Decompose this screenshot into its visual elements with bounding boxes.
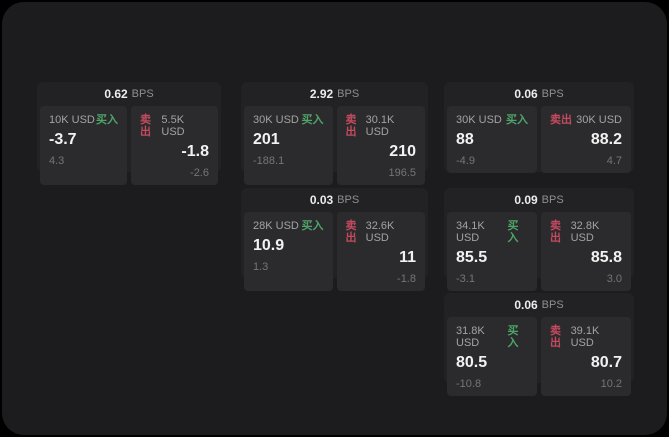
buy-label: 买入: [506, 114, 528, 126]
sell-amount: 32.6K USD: [365, 220, 395, 244]
sell-price: 85.8: [590, 249, 622, 266]
quote-panels: 34.1K USD 买入 85.5 -3.1 卖出 32.8K USD 85.8…: [444, 212, 634, 294]
buy-label: 买入: [301, 220, 324, 232]
buy-amount: 30K USD: [456, 114, 502, 126]
sell-panel[interactable]: 卖出 5.5K USD -1.8 -2.6: [131, 106, 218, 185]
buy-panel[interactable]: 31.8K USD 买入 80.5 -10.8: [447, 317, 537, 396]
buy-subvalue: 4.3: [49, 155, 65, 167]
sell-price: 88.2: [590, 131, 622, 148]
spread-header: 2.92 BPS: [241, 82, 428, 106]
spread-unit: BPS: [337, 194, 360, 206]
sell-amount: 39.1K USD: [570, 325, 600, 349]
sell-label: 卖出: [140, 114, 151, 138]
sell-price: -1.8: [181, 143, 209, 160]
buy-price: 10.9: [253, 237, 285, 254]
spread-header: 0.06 BPS: [444, 293, 634, 317]
sell-label: 卖出: [345, 220, 357, 244]
quote-panels: 31.8K USD 买入 80.5 -10.8 卖出 39.1K USD 80.…: [444, 317, 634, 399]
buy-amount: 31.8K USD: [456, 325, 485, 349]
sell-subvalue: -1.8: [397, 273, 416, 285]
buy-subvalue: -10.8: [456, 378, 482, 390]
buy-subvalue: 1.3: [253, 261, 269, 273]
sell-subvalue: 4.7: [606, 155, 622, 167]
sell-panel[interactable]: 卖出 30.1K USD 210 196.5: [336, 106, 425, 185]
spread-unit: BPS: [131, 88, 154, 100]
buy-panel[interactable]: 34.1K USD 买入 85.5 -3.1: [447, 212, 537, 291]
sell-amount: 5.5K USD: [161, 114, 185, 138]
quote-card: 0.62 BPS 10K USD 买入 -3.7 4.3 卖出 5.5K USD…: [37, 82, 221, 185]
spread-value: 0.09: [514, 193, 538, 207]
quote-card: 0.09 BPS 34.1K USD 买入 85.5 -3.1 卖出 32.8K…: [444, 188, 634, 291]
quote-panels: 30K USD 买入 201 -188.1 卖出 30.1K USD 210 1…: [241, 106, 428, 188]
buy-amount: 30K USD: [253, 114, 299, 126]
buy-panel[interactable]: 10K USD 买入 -3.7 4.3: [40, 106, 127, 185]
spread-header: 0.03 BPS: [241, 188, 428, 212]
sell-amount: 30.1K USD: [365, 114, 395, 138]
buy-label: 买入: [96, 114, 118, 126]
buy-panel[interactable]: 30K USD 买入 201 -188.1: [244, 106, 333, 185]
spread-value: 2.92: [309, 87, 334, 101]
sell-panel[interactable]: 卖出 32.8K USD 85.8 3.0: [541, 212, 631, 291]
buy-panel[interactable]: 28K USD 买入 10.9 1.3: [244, 212, 333, 291]
sell-subvalue: -2.6: [190, 167, 209, 179]
spread-value: 0.06: [514, 87, 538, 101]
sell-label: 卖出: [345, 114, 357, 138]
quote-card: 0.06 BPS 31.8K USD 买入 80.5 -10.8 卖出 39.1…: [444, 293, 634, 396]
spread-unit: BPS: [541, 299, 564, 311]
spread-value: 0.06: [514, 298, 538, 312]
buy-amount: 28K USD: [253, 220, 299, 232]
buy-price: 201: [253, 131, 280, 148]
quote-panels: 28K USD 买入 10.9 1.3 卖出 32.6K USD 11 -1.8: [241, 212, 428, 294]
sell-panel[interactable]: 卖出 30K USD 88.2 4.7: [541, 106, 631, 173]
quote-panels: 10K USD 买入 -3.7 4.3 卖出 5.5K USD -1.8 -2.…: [37, 106, 221, 188]
quote-card: 2.92 BPS 30K USD 买入 201 -188.1 卖出 30.1K …: [241, 82, 428, 185]
buy-price: -3.7: [49, 131, 77, 148]
buy-price: 88: [456, 131, 474, 148]
spread-value: 0.03: [309, 193, 334, 207]
buy-label: 买入: [507, 220, 519, 244]
buy-panel[interactable]: 30K USD 买入 88 -4.9: [447, 106, 537, 173]
buy-subvalue: -3.1: [456, 273, 475, 285]
sell-price: 210: [389, 143, 416, 160]
sell-label: 卖出: [550, 114, 572, 126]
quote-card: 0.03 BPS 28K USD 买入 10.9 1.3 卖出 32.6K US…: [241, 188, 428, 291]
quote-panels: 30K USD 买入 88 -4.9 卖出 30K USD 88.2 4.7: [444, 106, 634, 176]
sell-price: 11: [399, 249, 416, 266]
spread-header: 0.06 BPS: [444, 82, 634, 106]
sell-amount: 32.8K USD: [570, 220, 600, 244]
quote-card: 0.06 BPS 30K USD 买入 88 -4.9 卖出 30K USD 8…: [444, 82, 634, 173]
spread-header: 0.09 BPS: [444, 188, 634, 212]
sell-subvalue: 10.2: [600, 378, 622, 390]
sell-label: 卖出: [550, 220, 561, 244]
sell-subvalue: 196.5: [388, 167, 416, 179]
buy-label: 买入: [507, 325, 519, 349]
buy-amount: 34.1K USD: [456, 220, 485, 244]
spread-unit: BPS: [541, 194, 564, 206]
sell-panel[interactable]: 卖出 32.6K USD 11 -1.8: [336, 212, 425, 291]
spread-header: 0.62 BPS: [37, 82, 221, 106]
spread-unit: BPS: [337, 88, 360, 100]
sell-panel[interactable]: 卖出 39.1K USD 80.7 10.2: [541, 317, 631, 396]
sell-label: 卖出: [550, 325, 561, 349]
sell-price: 80.7: [590, 354, 622, 371]
buy-amount: 10K USD: [49, 114, 95, 126]
buy-subvalue: -4.9: [456, 155, 475, 167]
buy-label: 买入: [301, 114, 324, 126]
buy-price: 80.5: [456, 354, 488, 371]
sell-subvalue: 3.0: [606, 273, 622, 285]
sell-amount: 30K USD: [576, 114, 622, 126]
buy-subvalue: -188.1: [253, 155, 285, 167]
spread-unit: BPS: [541, 88, 564, 100]
buy-price: 85.5: [456, 249, 488, 266]
spread-value: 0.62: [104, 87, 128, 101]
